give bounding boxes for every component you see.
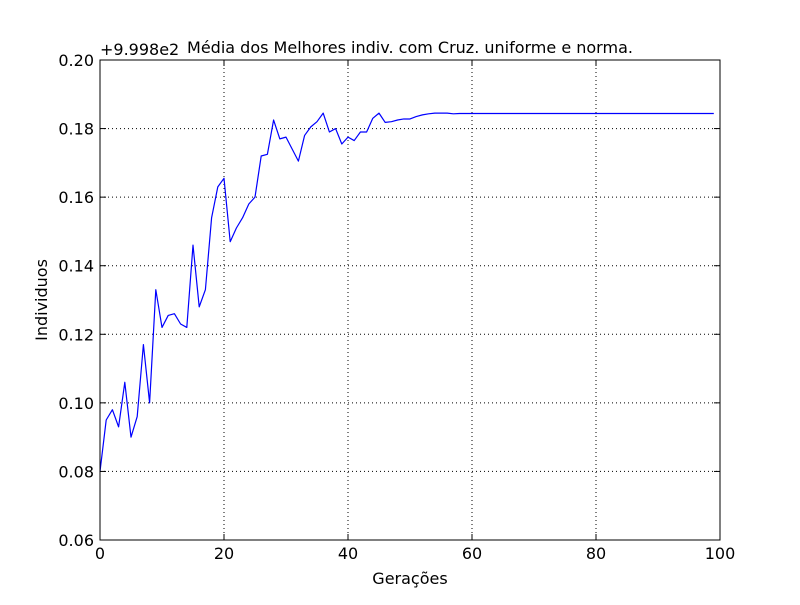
y-tick-label: 0.14: [58, 257, 94, 276]
ticks: [99, 59, 721, 541]
y-tick-label: 0.06: [58, 531, 94, 550]
y-tick-label: 0.20: [58, 51, 94, 70]
tick-labels: 0 20 40 60 80 100 0.06 0.08 0.10 0.12 0.14 0.16 0.18…: [58, 51, 735, 563]
x-tick-label: 60: [462, 544, 482, 563]
series-layer: [99, 112, 714, 472]
grid-lines: [100, 60, 720, 540]
y-offset-label: +9.998e2: [100, 40, 179, 59]
chart-title: Média dos Melhores indiv. com Cruz. unif…: [187, 38, 633, 57]
y-tick-label: 0.16: [58, 188, 94, 207]
y-tick-label: 0.10: [58, 394, 94, 413]
x-tick-label: 40: [338, 544, 358, 563]
x-tick-label: 100: [705, 544, 736, 563]
x-axis-label: Gerações: [372, 569, 447, 588]
plot-frame: [99, 59, 721, 541]
series-line: [99, 112, 714, 472]
y-axis-label: Individuos: [32, 259, 51, 341]
y-tick-label: 0.12: [58, 325, 94, 344]
x-tick-label: 20: [214, 544, 234, 563]
y-tick-label: 0.08: [58, 462, 94, 481]
y-tick-label: 0.18: [58, 120, 94, 139]
x-tick-label: 0: [95, 544, 105, 563]
x-tick-label: 80: [586, 544, 606, 563]
